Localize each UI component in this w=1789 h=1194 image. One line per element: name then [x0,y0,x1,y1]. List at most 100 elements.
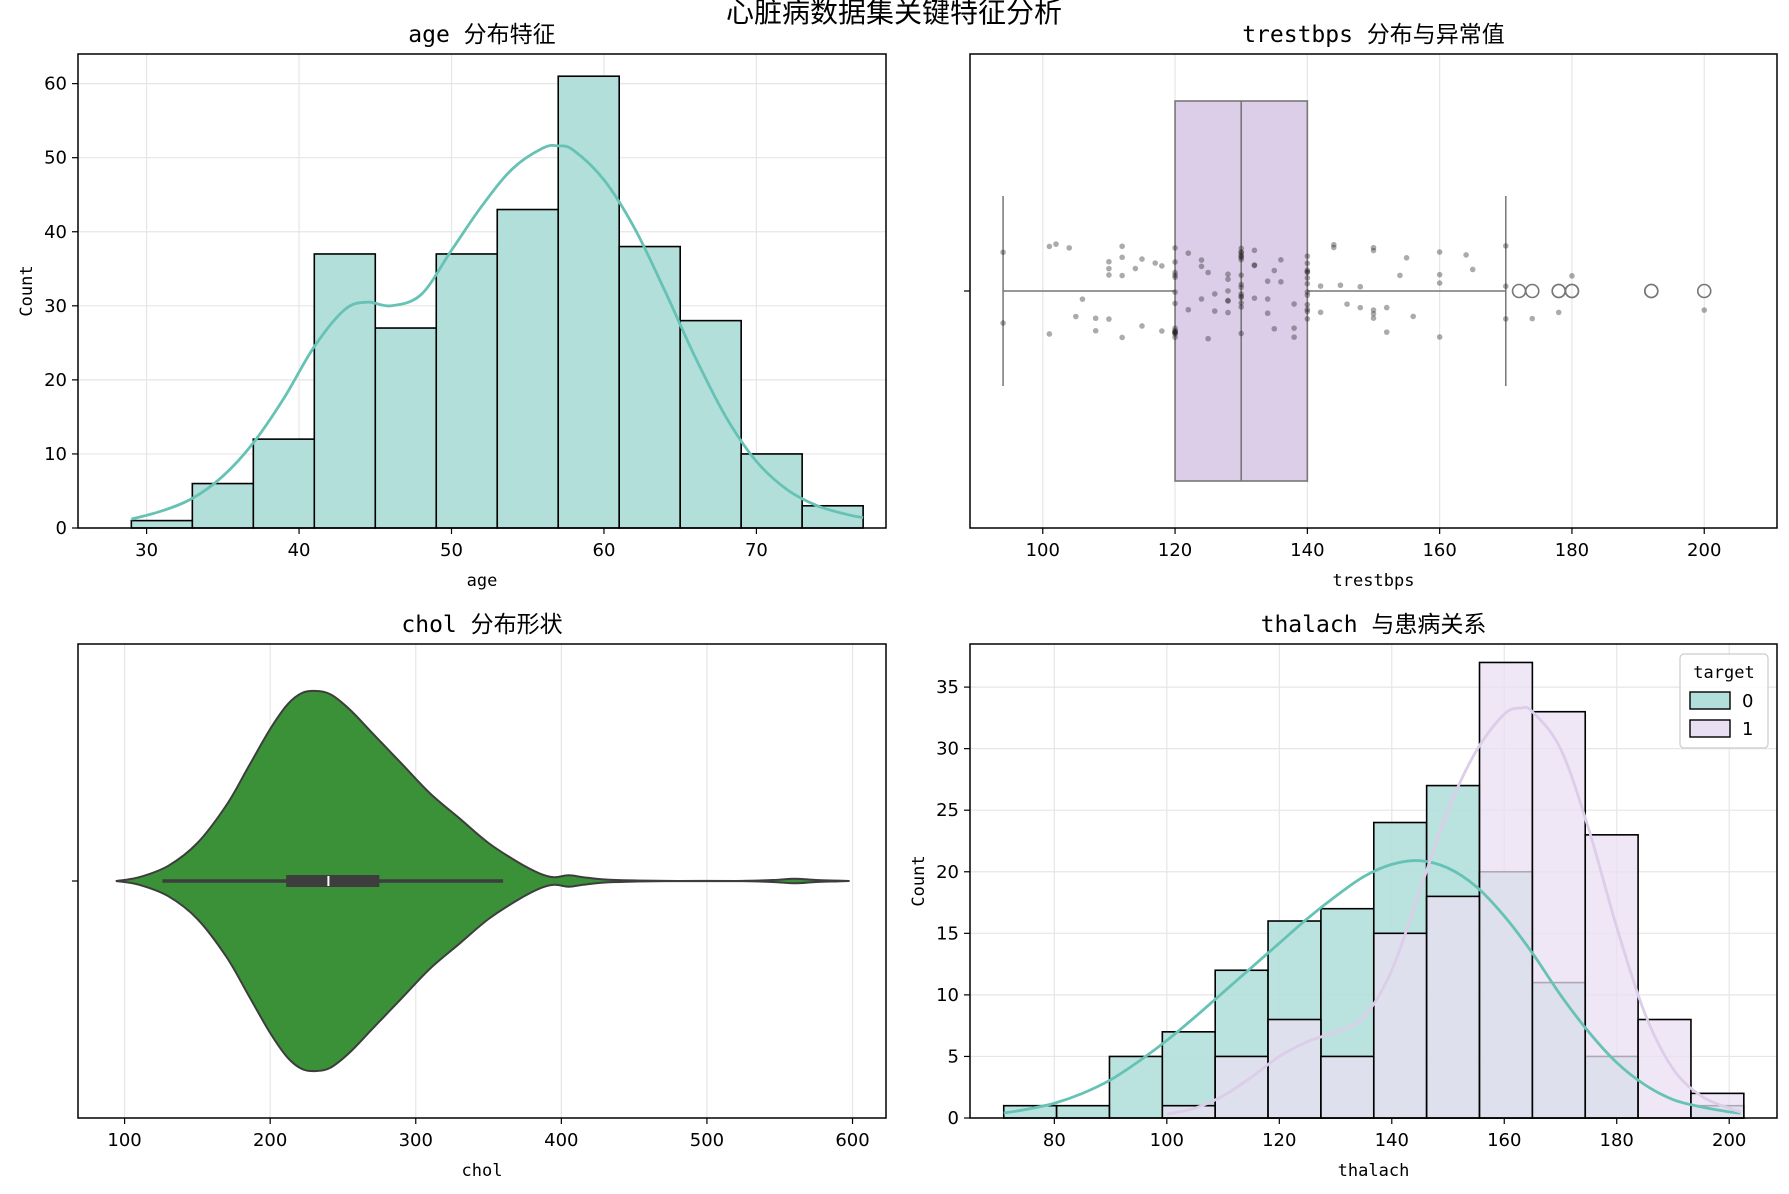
strip-point [1304,260,1311,267]
strip-point [1304,316,1311,322]
y-tick-label: 50 [44,148,67,169]
strip-point [1172,274,1178,281]
y-tick-label: 30 [44,296,67,317]
strip-point [1238,330,1245,337]
strip-point [1383,304,1390,311]
strip-point [1317,309,1324,316]
strip-point [1251,262,1258,268]
strip-point [1304,292,1311,298]
strip-point [1152,260,1159,266]
histogram-bar-target-1 [1425,895,1481,1119]
strip-point [1119,334,1125,341]
x-axis-label: trestbps [1333,571,1415,591]
legend-swatch-0 [1689,691,1731,710]
strip-point [1238,294,1245,301]
strip-point [1251,247,1258,254]
y-tick-label: 20 [936,862,959,883]
x-tick-label: 100 [1026,540,1060,561]
x-tick-label: 40 [288,540,311,561]
strip-point [1172,245,1178,251]
strip-point [1502,283,1509,290]
strip-point [1278,257,1284,263]
strip-point [1304,306,1311,313]
strip-point [1357,283,1364,290]
outlier-point [1511,283,1527,299]
histogram-bar-target-1 [1320,1055,1375,1119]
y-tick-label: 5 [948,1046,959,1067]
strip-point [1172,259,1178,265]
strip-point [1046,331,1053,337]
strip-point [1271,325,1278,332]
strip-point [1000,249,1006,256]
strip-point [1370,247,1377,254]
strip-point [1106,316,1112,322]
x-tick-label: 140 [1290,540,1324,561]
histogram-bar-target-1 [1372,932,1428,1119]
strip-point [1198,263,1205,270]
strip-point [1238,249,1245,256]
x-tick-label: 200 [1687,540,1721,561]
strip-point [1172,269,1178,276]
x-axis-label: age [467,571,498,591]
strip-point [1159,328,1165,334]
strip-point [1172,300,1178,307]
strip-point [1172,289,1178,295]
chart-title: trestbps 分布与异常值 [1242,22,1505,48]
outlier-point [1551,283,1567,299]
strip-point [1238,281,1245,288]
strip-point [1251,295,1258,301]
x-tick-label: 600 [835,1130,869,1151]
strip-point [1569,273,1575,279]
x-tick-label: 160 [1487,1130,1521,1151]
histogram-bar [679,319,742,529]
strip-point [1502,316,1509,322]
x-tick-label: 200 [1712,1130,1746,1151]
strip-point [1046,243,1053,250]
histogram-bar-target-1 [1161,1104,1216,1119]
strip-point [1211,308,1218,314]
strip-point [1304,308,1311,315]
strip-point [1436,280,1443,286]
strip-point [1185,250,1192,256]
strip-point [1304,269,1311,276]
strip-point [1264,278,1271,284]
y-tick-label: 0 [56,518,67,539]
strip-point [1397,272,1403,279]
x-tick-label: 400 [544,1130,578,1151]
strip-point [1337,282,1344,289]
histogram-bar [496,208,560,529]
histogram-bar-target-1 [1214,1055,1269,1119]
strip-point [1238,253,1245,260]
strip-point [1172,328,1178,335]
strip-point [1304,275,1311,281]
strip-point [1238,304,1245,310]
x-axis-label: chol [462,1161,503,1181]
chart-title: thalach 与患病关系 [1261,612,1487,638]
strip-point [1436,249,1443,255]
strip-point [1344,301,1350,307]
legend: target 0 1 [1679,653,1769,749]
x-tick-label: 500 [690,1130,724,1151]
y-tick-label: 15 [936,923,959,944]
strip-point [1172,327,1178,334]
strip-point [1225,298,1231,304]
y-tick-label: 0 [948,1108,959,1129]
plot-border [77,53,887,529]
strip-point [1331,244,1337,251]
y-tick-label: 10 [44,444,67,465]
strip-point [1271,267,1278,274]
strip-point [1238,249,1245,256]
strip-point [1370,307,1377,313]
y-tick-label: 40 [44,222,67,243]
histogram-bar-target-1 [1478,661,1534,1119]
strip-point [1238,293,1245,299]
outlier-point [1644,283,1659,299]
chart-title: age 分布特征 [408,22,555,48]
strip-point [1205,269,1211,276]
strip-point [1139,256,1145,262]
strip-point [1238,284,1245,291]
y-axis-label: Count [17,265,37,316]
strip-point [1225,309,1231,316]
strip-point [1172,334,1178,341]
legend-title: target [1693,663,1754,683]
